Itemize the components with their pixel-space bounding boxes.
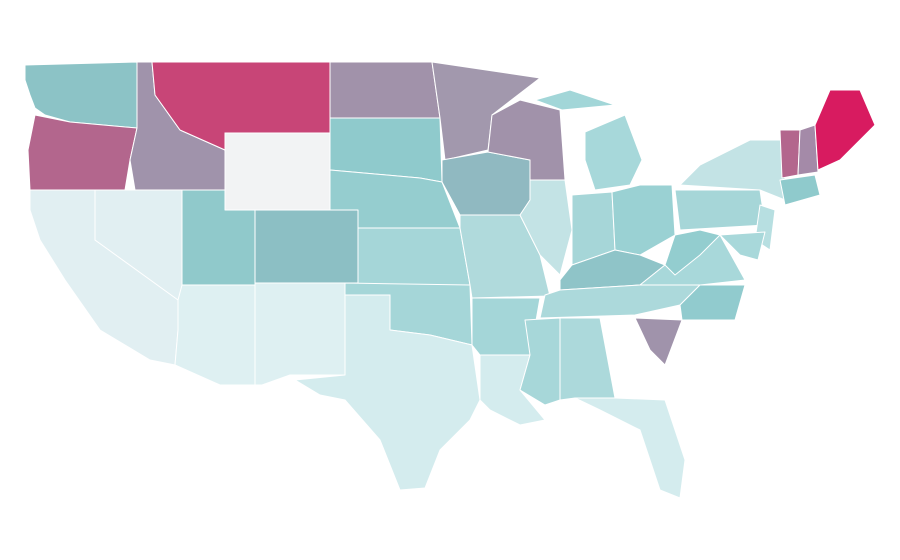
states: [24, 61, 876, 499]
state-me: [814, 89, 876, 171]
state-mi-upper: [534, 89, 616, 111]
state-nc: [679, 284, 746, 321]
state-sc: [634, 317, 683, 366]
state-fl: [574, 397, 686, 499]
state-pa: [674, 189, 766, 231]
state-or: [27, 114, 138, 191]
state-nh: [797, 124, 819, 176]
state-il: [519, 179, 573, 276]
state-co: [254, 209, 359, 284]
state-nm: [254, 282, 346, 386]
state-ma: [779, 174, 821, 206]
state-ks: [357, 227, 471, 286]
state-md: [719, 231, 766, 261]
state-oh: [611, 184, 676, 256]
state-wy: [224, 132, 331, 211]
state-al: [559, 317, 616, 401]
state-mi: [584, 114, 643, 191]
state-az: [174, 284, 256, 386]
state-tn: [539, 284, 701, 319]
state-tx: [294, 294, 481, 491]
state-ia: [441, 151, 531, 216]
state-vt: [779, 129, 801, 179]
state-nd: [329, 61, 441, 119]
